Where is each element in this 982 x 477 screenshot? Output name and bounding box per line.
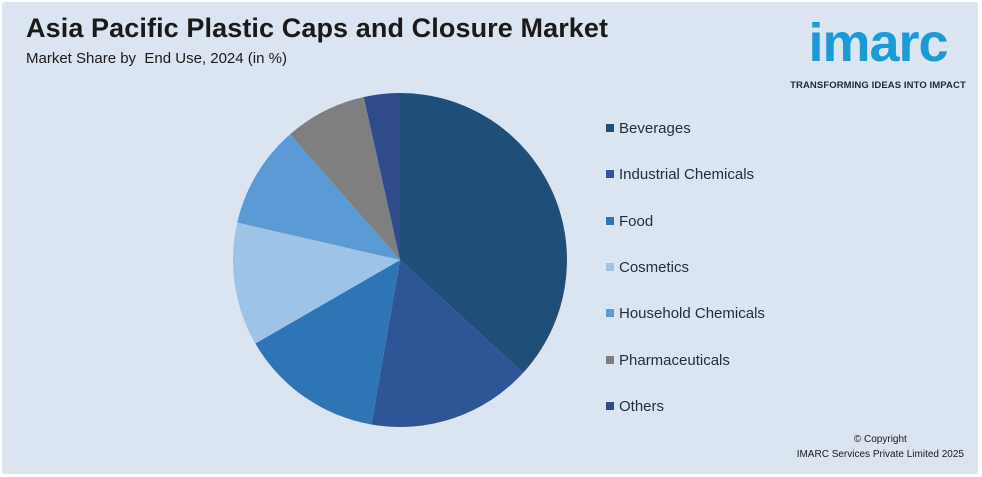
pie-slice-industrial-chemicals [371,260,524,428]
legend-swatch [606,216,614,225]
pie-slice-cosmetics [232,222,400,344]
logo-wordmark: imarc [808,13,948,73]
legend-swatch [606,170,614,179]
legend-label: Others [619,397,665,415]
legend-label: Beverages [619,120,691,137]
legend-label: Cosmetics [619,258,690,276]
legend-item-beverages: Beverages [606,120,691,140]
legend-item-food: Food [606,213,653,233]
legend-item-pharmaceuticals: Pharmaceuticals [606,352,730,372]
legend-swatch [606,401,614,410]
legend-swatch [606,309,614,318]
imarc-logo: imarc TRANSFORMING IDEAS INTO IMPACT [783,12,973,94]
copyright-notice: © Copyright IMARC Services Private Limit… [797,432,964,462]
legend-item-household-chemicals: Household Chemicals [606,305,765,325]
legend-item-cosmetics: Cosmetics [606,259,689,279]
legend-swatch [606,355,614,364]
chart-title: Asia Pacific Plastic Caps and Closure Ma… [26,13,609,43]
legend-swatch [606,262,614,271]
pie-slice-pharmaceuticals [290,96,400,260]
pie-slice-food [255,260,400,425]
legend-label: Food [619,212,654,230]
chart-subtitle: Market Share by End Use, 2024 (in %) [26,50,287,67]
pie-slice-others [363,93,400,260]
legend-label: Pharmaceuticals [619,351,730,369]
legend-item-others: Others [606,398,664,418]
copyright-line-1: © Copyright [853,434,907,445]
pie-slice-household-chemicals [237,134,400,260]
legend-label: Household Chemicals [619,305,765,323]
legend-item-industrial-chemicals: Industrial Chemicals [606,166,754,186]
copyright-line-2: IMARC Services Private Limited 2025 [796,449,964,460]
pie-slice-beverages [400,93,567,373]
logo-tagline: TRANSFORMING IDEAS INTO IMPACT [790,80,966,91]
legend-swatch [606,124,614,132]
legend-label: Industrial Chemicals [619,166,755,184]
